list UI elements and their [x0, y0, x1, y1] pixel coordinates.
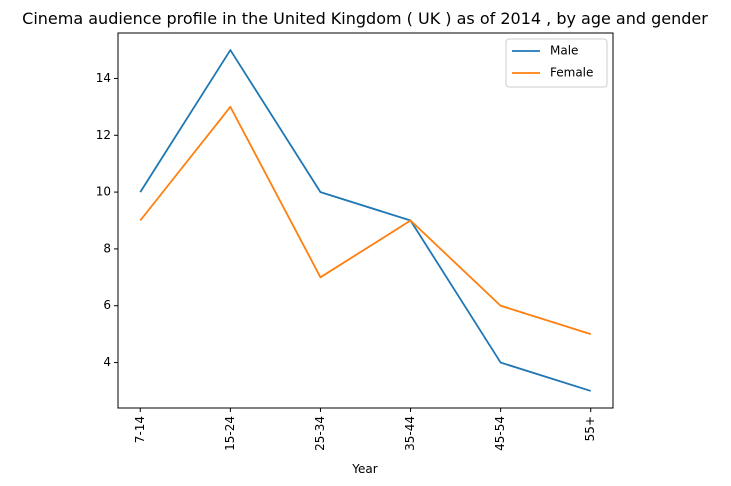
y-tick-label: 10	[96, 185, 111, 199]
x-tick-label: 35-44	[403, 416, 417, 451]
y-tick-label: 4	[103, 355, 111, 369]
plot-frame	[117, 32, 614, 409]
x-tick-label: 25-34	[313, 416, 327, 451]
series-line-female	[139, 105, 592, 335]
y-tick-label: 6	[103, 298, 111, 312]
y-tick-label: 8	[103, 241, 111, 255]
plot-area: 7-14 15-24 25-34 35-44 45-54 55+ 4 6 8 10 12 14	[96, 32, 614, 451]
x-tick-label: 55+	[583, 416, 597, 441]
chart-title: Cinema audience profile in the United Ki…	[22, 9, 708, 28]
legend-label-female: Female	[550, 66, 593, 80]
y-tick-label: 14	[96, 71, 111, 85]
x-tick-label: 45-54	[493, 416, 507, 451]
legend: Male Female	[505, 38, 608, 88]
x-axis-label: Year	[351, 462, 377, 476]
series-line-male	[139, 49, 592, 392]
x-tick-label: 15-24	[223, 416, 237, 451]
legend-label-male: Male	[550, 44, 578, 58]
x-tick-label: 7-14	[133, 416, 147, 443]
y-tick-label: 12	[96, 128, 111, 142]
